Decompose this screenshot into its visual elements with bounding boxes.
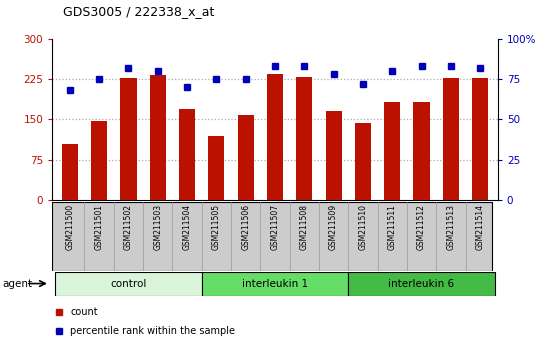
Text: GSM211506: GSM211506 bbox=[241, 204, 250, 250]
Bar bbox=[179, 109, 195, 200]
Bar bbox=[443, 78, 459, 200]
Text: GSM211509: GSM211509 bbox=[329, 204, 338, 250]
Text: GSM211501: GSM211501 bbox=[95, 204, 103, 250]
Text: GSM211510: GSM211510 bbox=[359, 204, 367, 250]
Bar bbox=[296, 76, 312, 200]
Bar bbox=[326, 112, 342, 200]
Text: GSM211505: GSM211505 bbox=[212, 204, 221, 250]
Bar bbox=[62, 144, 78, 200]
Text: agent: agent bbox=[3, 279, 33, 289]
Bar bbox=[120, 78, 136, 200]
Bar bbox=[238, 115, 254, 200]
Text: count: count bbox=[70, 307, 98, 317]
Text: percentile rank within the sample: percentile rank within the sample bbox=[70, 326, 235, 336]
Text: GSM211508: GSM211508 bbox=[300, 204, 309, 250]
Text: GDS3005 / 222338_x_at: GDS3005 / 222338_x_at bbox=[63, 5, 214, 18]
Bar bbox=[472, 78, 488, 200]
Bar bbox=[91, 121, 107, 200]
Text: interleukin 6: interleukin 6 bbox=[388, 279, 455, 289]
Text: control: control bbox=[110, 279, 147, 289]
Text: GSM211514: GSM211514 bbox=[476, 204, 485, 250]
Text: GSM211500: GSM211500 bbox=[65, 204, 74, 250]
Bar bbox=[355, 123, 371, 200]
Text: GSM211511: GSM211511 bbox=[388, 204, 397, 250]
Bar bbox=[208, 136, 224, 200]
Bar bbox=[348, 272, 495, 296]
Text: GSM211512: GSM211512 bbox=[417, 204, 426, 250]
Bar bbox=[267, 74, 283, 200]
Bar bbox=[414, 102, 430, 200]
Bar bbox=[202, 272, 348, 296]
Text: GSM211507: GSM211507 bbox=[271, 204, 279, 250]
Text: GSM211513: GSM211513 bbox=[447, 204, 455, 250]
Bar bbox=[384, 102, 400, 200]
Bar bbox=[150, 75, 166, 200]
Bar bbox=[55, 272, 202, 296]
Text: GSM211502: GSM211502 bbox=[124, 204, 133, 250]
Text: interleukin 1: interleukin 1 bbox=[242, 279, 308, 289]
Text: GSM211503: GSM211503 bbox=[153, 204, 162, 250]
Text: GSM211504: GSM211504 bbox=[183, 204, 191, 250]
